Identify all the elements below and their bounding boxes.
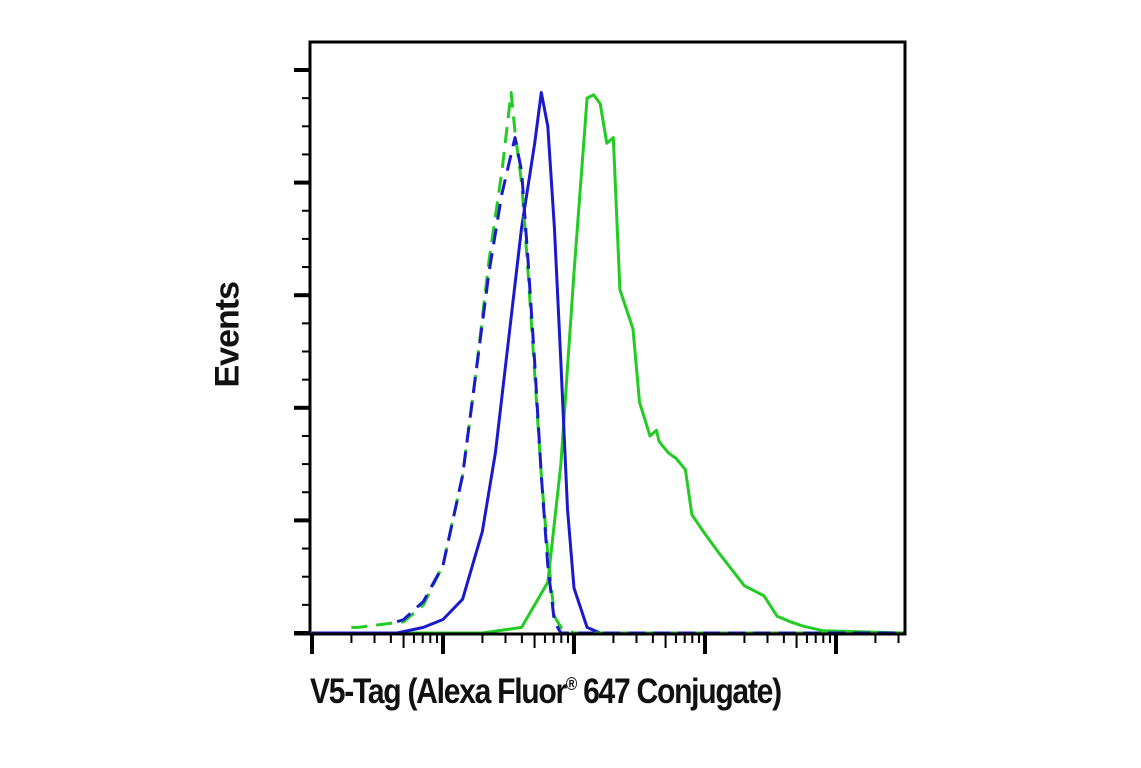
green-solid-curve bbox=[312, 93, 905, 635]
x-axis-label: V5-Tag (Alexa Fluor® 647 Conjugate) bbox=[310, 672, 843, 712]
x-axis-label-rest: 647 Conjugate) bbox=[576, 672, 782, 711]
y-axis-label: Events bbox=[208, 282, 247, 388]
plot-axes bbox=[294, 40, 907, 654]
green-dashed-curve bbox=[351, 91, 905, 635]
x-axis-label-main: V5-Tag (Alexa Fluor bbox=[310, 672, 567, 711]
plot-frame bbox=[308, 40, 907, 636]
blue-dashed-curve bbox=[396, 136, 905, 635]
histogram-curves bbox=[312, 91, 905, 635]
registered-mark: ® bbox=[565, 674, 577, 694]
blue-solid-curve bbox=[312, 91, 905, 635]
